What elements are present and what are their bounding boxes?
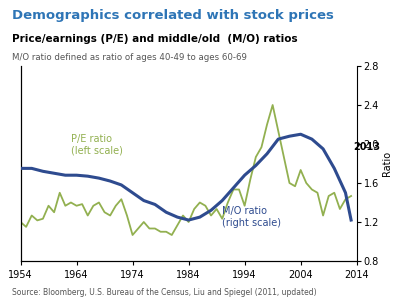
Text: M/O ratio defined as ratio of ages 40-49 to ages 60-69: M/O ratio defined as ratio of ages 40-49… [12,52,247,62]
Text: M/O ratio
(right scale): M/O ratio (right scale) [222,206,281,228]
Text: P/E ratio
(left scale): P/E ratio (left scale) [71,134,123,156]
Text: Demographics correlated with stock prices: Demographics correlated with stock price… [12,9,333,22]
Text: 2013: 2013 [352,142,379,152]
Text: Source: Bloomberg, U.S. Bureau of the Census, Liu and Spiegel (2011, updated): Source: Bloomberg, U.S. Bureau of the Ce… [12,288,316,297]
Text: Price/earnings (P/E) and middle/old  (M/O) ratios: Price/earnings (P/E) and middle/old (M/O… [12,34,297,44]
Y-axis label: Ratio: Ratio [381,151,391,176]
